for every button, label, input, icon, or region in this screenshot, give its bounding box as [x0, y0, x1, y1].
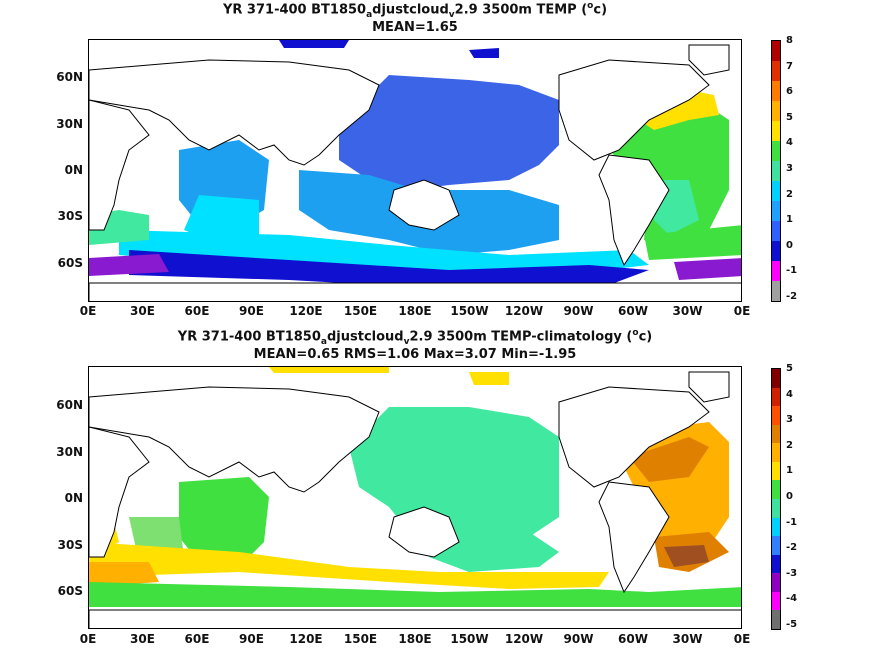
lon-label: 120E	[289, 304, 323, 318]
colorbar-swatch	[772, 369, 780, 388]
lon-label: 120E	[289, 632, 323, 646]
lon-label: 60E	[184, 304, 210, 318]
panel1-lat-label: 0N	[64, 163, 83, 177]
panel2-lat-label: 30S	[57, 538, 83, 552]
colorbar-label: 5	[786, 111, 793, 123]
colorbar-swatch	[772, 554, 780, 574]
panel1-lat-label: 60N	[56, 70, 83, 84]
colorbar-swatch	[772, 610, 780, 629]
lon-label: 180E	[398, 304, 432, 318]
lon-label: 150W	[450, 632, 489, 646]
lon-label: 30E	[130, 632, 155, 646]
colorbar-label: -4	[786, 593, 798, 605]
lon-label: 120W	[504, 632, 544, 646]
lon-label: 0E	[733, 304, 751, 318]
colorbar-swatch	[772, 161, 780, 181]
panel2-subtitle: MEAN=0.65 RMS=1.06 Max=3.07 Min=-1.95	[253, 347, 577, 362]
colorbar-label: 3	[786, 414, 793, 426]
colorbar-swatch	[772, 181, 780, 201]
colorbar-swatch	[772, 461, 780, 481]
colorbar-swatch	[772, 61, 780, 81]
lon-label: 150W	[450, 304, 489, 318]
colorbar-label: 4	[786, 388, 793, 400]
colorbar-swatch	[772, 221, 780, 241]
colorbar-swatch	[772, 443, 780, 462]
lon-label: 90W	[563, 304, 594, 318]
colorbar-label: 2	[786, 439, 793, 451]
panel1-lat-label: 30S	[57, 209, 83, 223]
colorbar-label: 0	[786, 239, 793, 251]
panel1-subtitle: MEAN=1.65	[372, 20, 458, 35]
colorbar-label: 1	[786, 214, 793, 226]
panel2-lat-label: 0N	[64, 491, 83, 505]
lon-label: 0E	[79, 632, 97, 646]
colorbar-label: -3	[786, 567, 798, 579]
lon-label: 30W	[672, 632, 703, 646]
lon-label: 60W	[618, 632, 648, 646]
lon-label: 0E	[733, 632, 751, 646]
panel1-map	[88, 39, 742, 302]
colorbar-swatch	[772, 387, 780, 407]
colorbar-label: 5	[786, 363, 793, 374]
panel2-title: YR 371-400 BT1850adjustcloudv2.9 3500m T…	[177, 328, 653, 347]
colorbar-swatch	[772, 281, 780, 301]
colorbar-swatch	[772, 498, 780, 518]
colorbar-label: 6	[786, 86, 793, 98]
lon-label: 150E	[343, 632, 378, 646]
panel2-colorbar	[771, 368, 781, 630]
lon-label: 90E	[239, 632, 264, 646]
colorbar-swatch	[772, 121, 780, 141]
lon-label: 150E	[343, 304, 378, 318]
colorbar-swatch	[772, 261, 780, 281]
lon-label: 30W	[672, 304, 703, 318]
colorbar-swatch	[772, 573, 780, 592]
lon-label: 90E	[239, 304, 264, 318]
lon-label: 180E	[398, 632, 432, 646]
colorbar-label: 3	[786, 163, 793, 174]
colorbar-swatch	[772, 536, 780, 555]
lon-label: 60E	[184, 632, 210, 646]
panel1-colorbar	[771, 40, 781, 302]
panel1-lat-label: 60S	[57, 256, 83, 270]
colorbar-label: -1	[786, 516, 798, 528]
lon-label: 120W	[504, 304, 544, 318]
colorbar-swatch	[772, 406, 780, 425]
colorbar-label: -2	[786, 291, 798, 302]
colorbar-swatch	[772, 81, 780, 101]
colorbar-label: -2	[786, 542, 798, 554]
colorbar-label: 4	[786, 137, 793, 149]
colorbar-swatch	[772, 480, 780, 499]
panel2-map-svg	[89, 367, 741, 628]
panel1-map-svg	[89, 40, 741, 301]
lon-label: 60W	[618, 304, 648, 318]
colorbar-label: 1	[786, 465, 793, 477]
colorbar-swatch	[772, 241, 780, 261]
colorbar-swatch	[772, 517, 780, 537]
colorbar-label: -1	[786, 265, 798, 277]
colorbar-label: 2	[786, 188, 793, 200]
panel1-lat-label: 30N	[56, 117, 83, 131]
colorbar-swatch	[772, 141, 780, 161]
colorbar-swatch	[772, 201, 780, 221]
colorbar-label: 0	[786, 491, 793, 502]
colorbar-swatch	[772, 591, 780, 611]
panel1-title: YR 371-400 BT1850adjustcloudv2.9 3500m T…	[222, 1, 608, 20]
panel2-map	[88, 366, 742, 629]
lon-label: 90W	[563, 632, 594, 646]
panel2-lat-label: 60S	[57, 584, 83, 598]
colorbar-label: 7	[786, 60, 793, 72]
colorbar-label: -5	[786, 619, 798, 630]
panel2-lat-label: 60N	[56, 398, 83, 412]
panel2-lat-label: 30N	[56, 445, 83, 459]
colorbar-swatch	[772, 41, 780, 61]
lon-label: 0E	[79, 304, 97, 318]
colorbar-label: 8	[786, 35, 793, 46]
colorbar-swatch	[772, 101, 780, 121]
colorbar-swatch	[772, 424, 780, 444]
lon-label: 30E	[130, 304, 155, 318]
